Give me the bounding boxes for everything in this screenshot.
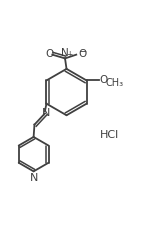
Text: O: O	[45, 49, 53, 59]
Text: N: N	[29, 172, 38, 183]
Text: CH₃: CH₃	[105, 78, 124, 88]
Text: +: +	[67, 50, 73, 59]
Text: N: N	[42, 108, 50, 118]
Text: O: O	[99, 75, 108, 85]
Text: N: N	[61, 48, 69, 58]
Text: HCl: HCl	[100, 130, 120, 141]
Text: −: −	[79, 47, 87, 57]
Text: O: O	[78, 49, 86, 59]
